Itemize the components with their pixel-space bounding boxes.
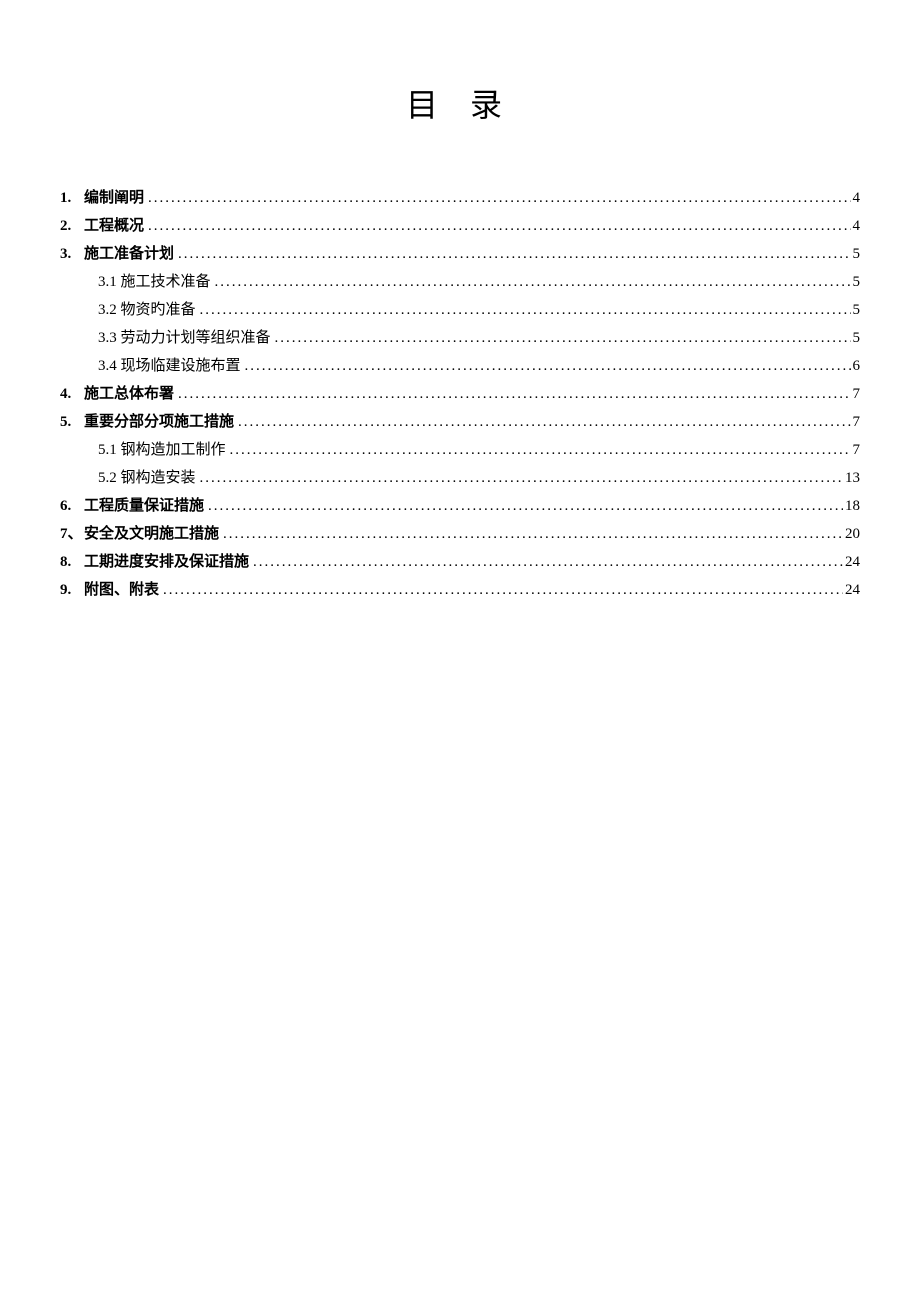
- toc-entry: 2.工程概况 4: [60, 214, 860, 238]
- toc-entry-label: 安全及文明施工措施: [84, 522, 223, 546]
- toc-entry-dots: [148, 214, 850, 238]
- toc-entry-dots: [163, 578, 843, 602]
- toc-entry-number: 5.: [60, 410, 84, 434]
- toc-entry: 6.工程质量保证措施 18: [60, 494, 860, 518]
- toc-entry-number: 1.: [60, 186, 84, 210]
- toc-entry: 1.编制阐明 4: [60, 186, 860, 210]
- toc-entry: 5.1 钢构造加工制作 7: [60, 438, 860, 462]
- toc-entry-dots: [223, 522, 843, 546]
- toc-entry-number: 6.: [60, 494, 84, 518]
- toc-entry-label: 工程质量保证措施: [84, 494, 208, 518]
- toc-entry-dots: [178, 382, 850, 406]
- toc-entry-number: 7、: [60, 522, 84, 546]
- toc-entry-number: 2.: [60, 214, 84, 238]
- toc-entry-number: 4.: [60, 382, 84, 406]
- toc-entry-page: 18: [843, 494, 860, 518]
- toc-entry-dots: [275, 326, 851, 350]
- toc-entry-page: 24: [843, 578, 860, 602]
- toc-entry-dots: [230, 438, 851, 462]
- toc-entry: 8.工期进度安排及保证措施 24: [60, 550, 860, 574]
- toc-entry-label: 3.1 施工技术准备: [98, 270, 215, 294]
- toc-entry-label: 3.3 劳动力计划等组织准备: [98, 326, 275, 350]
- toc-entry-page: 6: [851, 354, 861, 378]
- toc-entry-label: 工程概况: [84, 214, 148, 238]
- toc-entry-label: 5.2 钢构造安装: [98, 466, 200, 490]
- toc-entry-page: 4: [851, 214, 861, 238]
- toc-title: 目 录: [60, 80, 860, 126]
- toc-entry-label: 重要分部分项施工措施: [84, 410, 238, 434]
- toc-entry-page: 5: [851, 270, 861, 294]
- toc-entry-page: 7: [851, 382, 861, 406]
- toc-entry-page: 7: [851, 438, 861, 462]
- toc-entry-label: 3.4 现场临建设施布置: [98, 354, 245, 378]
- toc-entry-dots: [208, 494, 843, 518]
- toc-entry: 3.施工准备计划 5: [60, 242, 860, 266]
- toc-entry: 5.重要分部分项施工措施 7: [60, 410, 860, 434]
- toc-entry-label: 施工准备计划: [84, 242, 178, 266]
- toc-entry-dots: [253, 550, 843, 574]
- toc-entry-page: 5: [851, 326, 861, 350]
- toc-entry-dots: [148, 186, 850, 210]
- toc-entry-label: 5.1 钢构造加工制作: [98, 438, 230, 462]
- toc-entry-dots: [245, 354, 851, 378]
- toc-entry-page: 20: [843, 522, 860, 546]
- toc-entry: 7、安全及文明施工措施 20: [60, 522, 860, 546]
- toc-entry-page: 5: [851, 242, 861, 266]
- toc-entry-label: 3.2 物资旳准备: [98, 298, 200, 322]
- toc-entry-label: 编制阐明: [84, 186, 148, 210]
- toc-entry-dots: [215, 270, 851, 294]
- toc-entry: 3.1 施工技术准备 5: [60, 270, 860, 294]
- toc-entry: 9.附图、附表 24: [60, 578, 860, 602]
- toc-entry-label: 附图、附表: [84, 578, 163, 602]
- toc-list: 1.编制阐明42.工程概况43.施工准备计划53.1 施工技术准备53.2 物资…: [60, 186, 860, 602]
- toc-entry-page: 7: [851, 410, 861, 434]
- toc-entry: 4.施工总体布署 7: [60, 382, 860, 406]
- toc-entry-number: 9.: [60, 578, 84, 602]
- toc-entry: 3.4 现场临建设施布置 6: [60, 354, 860, 378]
- toc-entry-page: 13: [843, 466, 860, 490]
- toc-entry: 5.2 钢构造安装 13: [60, 466, 860, 490]
- toc-entry-number: 3.: [60, 242, 84, 266]
- toc-entry-label: 施工总体布署: [84, 382, 178, 406]
- toc-entry-label: 工期进度安排及保证措施: [84, 550, 253, 574]
- toc-entry-page: 24: [843, 550, 860, 574]
- toc-entry-page: 5: [851, 298, 861, 322]
- toc-entry-number: 8.: [60, 550, 84, 574]
- toc-entry-dots: [200, 298, 851, 322]
- toc-entry-dots: [200, 466, 843, 490]
- toc-entry-dots: [238, 410, 850, 434]
- toc-entry: 3.2 物资旳准备 5: [60, 298, 860, 322]
- toc-entry: 3.3 劳动力计划等组织准备 5: [60, 326, 860, 350]
- toc-entry-page: 4: [851, 186, 861, 210]
- toc-entry-dots: [178, 242, 850, 266]
